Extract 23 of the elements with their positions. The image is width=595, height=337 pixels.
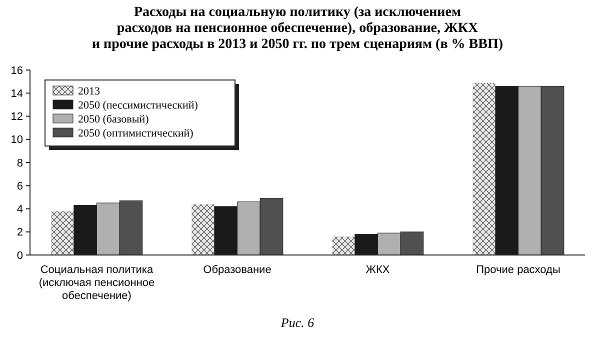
y-tick-label: 16 xyxy=(10,64,23,77)
legend-label: 2050 (базовый) xyxy=(78,114,150,126)
chart-title: Расходы на социальную политику (за исключением расходов на пенсионное обеспечение), образование, ЖКХ и прочие расходы в 2013 и 2050 гг. по трем сценариям (в % ВВП) xyxy=(92,5,504,52)
x-tick-label: Социальная политика (исключая пенсионное обеспечение) xyxy=(38,264,155,302)
legend-label: 2013 xyxy=(78,86,100,98)
y-tick-label: 8 xyxy=(16,157,23,170)
y-tick-label: 14 xyxy=(10,88,23,100)
bar xyxy=(472,82,496,256)
y-tick-label: 2 xyxy=(16,226,23,239)
bar xyxy=(332,236,356,256)
x-tick-label: ЖКХ xyxy=(366,264,390,276)
text: Рис. 6 xyxy=(280,315,315,330)
bar xyxy=(50,210,74,256)
y-tick-label: 0 xyxy=(16,250,23,262)
bar xyxy=(191,204,215,256)
y-tick-label: 10 xyxy=(10,134,23,146)
y-tick-label: 6 xyxy=(16,180,23,192)
legend-label: 2050 (пессимистический) xyxy=(78,100,198,112)
x-tick-label: Прочие расходы xyxy=(476,264,560,276)
y-tick-label: 12 xyxy=(10,111,23,124)
y-tick-label: 4 xyxy=(16,204,23,216)
x-tick-label: Образование xyxy=(203,264,272,276)
legend-label: 2050 (оптимистический) xyxy=(78,128,194,140)
